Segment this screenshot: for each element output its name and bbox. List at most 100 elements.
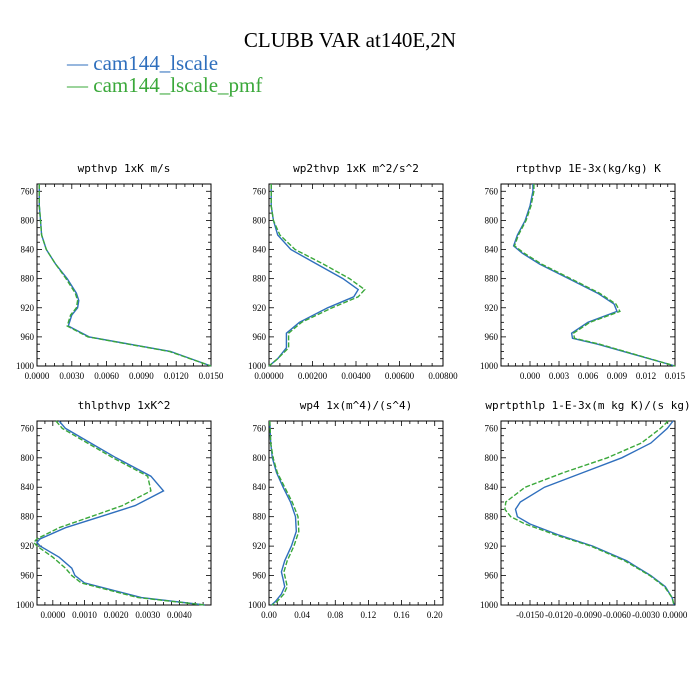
y-tick-label: 880 (21, 512, 35, 522)
series-line-lscale (514, 420, 675, 606)
y-tick-label: 840 (253, 245, 267, 255)
x-tick-label: 0.003 (549, 371, 570, 381)
y-tick-label: 960 (485, 332, 499, 342)
y-tick-label: 1000 (16, 600, 35, 610)
y-tick-label: 920 (485, 303, 499, 313)
x-tick-label: 0.0020 (104, 610, 129, 620)
panel-title: wp2thvp 1xK m^2/s^2 (293, 162, 419, 175)
y-tick-label: 800 (253, 215, 267, 225)
y-tick-label: 960 (21, 332, 35, 342)
plot-frame (36, 183, 212, 367)
series-line-lscale-pmf (504, 420, 675, 606)
y-tick-label: 1000 (16, 361, 35, 371)
x-tick-label: 0.0040 (167, 610, 192, 620)
panel-1: wpthvp 1xK m/s 760 800 840 880 920 960 1000 0.00… (16, 162, 224, 381)
chart-title: CLUBB VAR at140E,2N (243, 28, 457, 52)
y-tick-label: 840 (21, 245, 35, 255)
x-tick-label: -0.0030 (632, 610, 660, 620)
panel-3: rtpthvp 1E-3x(kg/kg) K 760 800 840 880 920 960… (480, 162, 686, 381)
x-tick-label: 0.00 (261, 610, 277, 620)
y-tick-label: 760 (253, 423, 267, 433)
plot-frame (500, 183, 676, 367)
x-tick-label: 0.0090 (129, 371, 154, 381)
plot-frame (268, 420, 444, 606)
x-tick-label: 0.009 (607, 371, 628, 381)
series-line-lscale (36, 420, 205, 606)
y-tick-label: 760 (253, 186, 267, 196)
y-tick-label: 920 (253, 541, 267, 551)
y-tick-label: 880 (253, 512, 267, 522)
x-tick-label: 0.0000 (40, 610, 65, 620)
legend-label-lscale: cam144_lscale (93, 51, 219, 75)
panel-4: thlpthvp 1xK^2 760 800 840 880 920 960 1000 0.00… (16, 399, 212, 620)
plot-frame (500, 420, 676, 606)
panel-title: rtpthvp 1E-3x(kg/kg) K (515, 162, 661, 175)
x-tick-label: 0.012 (636, 371, 656, 381)
legend-item-lscale: — cam144_lscale (67, 51, 218, 76)
x-tick-label: 0.12 (361, 610, 377, 620)
y-tick-label: 880 (253, 274, 267, 284)
x-tick-label: 0.00600 (385, 371, 415, 381)
y-tick-label: 920 (21, 541, 35, 551)
y-tick-label: 1000 (480, 361, 499, 371)
y-tick-label: 920 (21, 303, 35, 313)
series-line-lscale (38, 184, 212, 367)
y-tick-label: 1000 (248, 361, 267, 371)
legend-item-lscale-pmf: — cam144_lscale_pmf (67, 73, 262, 98)
series-line-lscale-pmf (32, 420, 205, 606)
x-tick-label: 0.04 (294, 610, 310, 620)
y-tick-label: 1000 (480, 600, 499, 610)
y-tick-label: 800 (21, 215, 35, 225)
series-line-lscale-pmf (268, 184, 366, 367)
series-line-lscale (268, 184, 360, 367)
y-tick-label: 880 (485, 274, 499, 284)
y-tick-label: 920 (485, 541, 499, 551)
x-tick-label: 0.000 (520, 371, 541, 381)
y-tick-label: 800 (21, 453, 35, 463)
series-line-lscale-pmf (269, 420, 300, 606)
x-tick-label: 0.0030 (135, 610, 160, 620)
x-tick-label: 0.00800 (428, 371, 458, 381)
y-tick-label: 880 (21, 274, 35, 284)
y-tick-label: 840 (21, 482, 35, 492)
series-line-lscale (512, 184, 676, 367)
panel-6: wprtpthlp 1-E-3x(m kg K)/(s kg) 760 800 840… (480, 399, 691, 620)
x-tick-label: 0.00200 (298, 371, 328, 381)
panel-title: wp4 1x(m^4)/(s^4) (300, 399, 413, 412)
y-tick-label: 840 (253, 482, 267, 492)
x-tick-label: 0.0010 (72, 610, 97, 620)
y-tick-label: 920 (253, 303, 267, 313)
legend-label-lscale-pmf: cam144_lscale_pmf (93, 73, 263, 97)
y-tick-label: 800 (485, 215, 499, 225)
x-tick-label: -0.0120 (545, 610, 573, 620)
x-tick-label: 0.0030 (59, 371, 84, 381)
legend-line-lscale: — (67, 51, 94, 75)
y-tick-label: 960 (253, 571, 267, 581)
y-tick-label: 800 (485, 453, 499, 463)
x-tick-label: 0.20 (427, 610, 443, 620)
y-tick-label: 760 (485, 423, 499, 433)
x-tick-label: 0.0060 (94, 371, 119, 381)
plot-frame (268, 183, 444, 367)
panel-title: wpthvp 1xK m/s (78, 162, 171, 175)
legend-line-lscale-pmf: — (67, 73, 94, 97)
panel-5: wp4 1x(m^4)/(s^4)76080084088092096010000… (248, 399, 444, 620)
y-tick-label: 960 (485, 571, 499, 581)
x-tick-label: 0.00000 (254, 371, 284, 381)
y-tick-label: 760 (485, 186, 499, 196)
y-tick-label: 880 (485, 512, 499, 522)
panel-title: thlpthvp 1xK^2 (78, 399, 171, 412)
x-tick-label: -0.0060 (603, 610, 631, 620)
y-tick-label: 760 (21, 423, 35, 433)
plot-frame (36, 420, 212, 606)
series-line-lscale-pmf (38, 184, 212, 367)
y-tick-label: 960 (21, 571, 35, 581)
series-line-lscale (269, 420, 298, 606)
panel-2: wp2thvp 1xK m^2/s^2 760 800 840 880 920 960 100… (248, 162, 458, 381)
y-tick-label: 760 (21, 186, 35, 196)
series-line-lscale-pmf (513, 184, 676, 367)
x-tick-label: 0.0120 (164, 371, 189, 381)
x-tick-label: 0.006 (578, 371, 599, 381)
x-tick-label: 0.0000 (663, 610, 688, 620)
